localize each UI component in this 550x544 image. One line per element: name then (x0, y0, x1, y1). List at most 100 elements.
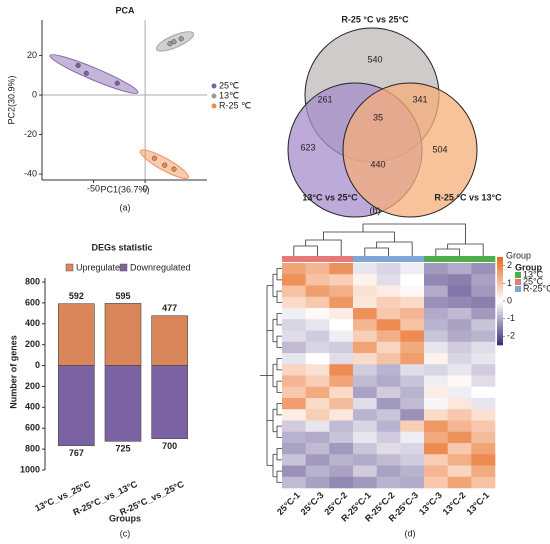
column-label: 25°C-3 (299, 490, 326, 517)
heat-cell (447, 465, 472, 478)
heat-cell (282, 353, 306, 365)
colorbar-step (497, 285, 503, 289)
heat-cell (353, 319, 377, 331)
colorbar-step (497, 307, 503, 311)
legend-title: Group (515, 262, 542, 272)
heat-cell (353, 330, 377, 343)
value-label: 725 (115, 444, 130, 454)
heat-cell (471, 319, 496, 331)
heat-cell (471, 443, 496, 455)
heat-cell (471, 330, 496, 343)
heat-cell (282, 476, 306, 489)
panel-label: (d) (405, 528, 416, 538)
heat-cell (424, 386, 448, 399)
point (75, 62, 81, 68)
heat-cell (400, 443, 425, 455)
legend-swatch (211, 93, 217, 99)
heat-cell (471, 431, 496, 444)
colorbar-step (497, 323, 503, 326)
legend-swatch (211, 103, 217, 109)
colorbar-step (497, 329, 503, 333)
y-tick-label: 200 (25, 381, 40, 391)
heat-cell (424, 476, 448, 489)
colorbar-step (497, 263, 503, 267)
heat-cell (329, 476, 354, 489)
heat-cell (305, 274, 330, 286)
heat-cell (282, 274, 306, 286)
heat-cell (400, 409, 425, 421)
heat-cell (353, 274, 377, 286)
legend-label: 13°C (523, 269, 544, 279)
colorbar-step (497, 296, 503, 300)
value-label: 592 (69, 291, 84, 301)
colorbar-step (497, 316, 503, 319)
colorbar-step (497, 270, 503, 273)
colorbar-step (497, 331, 503, 335)
heat-cell (305, 476, 330, 489)
heat-cell (471, 386, 496, 399)
heat-cell (400, 263, 425, 275)
region-count: 540 (367, 54, 382, 64)
heat-cell (424, 341, 448, 354)
heat-cell (471, 454, 496, 466)
heat-cell (400, 431, 425, 444)
heat-cell (471, 296, 496, 309)
heat-cell (305, 386, 330, 399)
legend-swatch (515, 279, 521, 285)
heat-cell (424, 330, 448, 343)
heat-cell (353, 420, 377, 433)
heat-cell (282, 431, 306, 444)
heat-cell (400, 375, 425, 388)
bar (104, 303, 142, 366)
heat-cell (471, 375, 496, 388)
heat-cell (424, 263, 448, 275)
point (167, 41, 173, 47)
heat-cell (376, 431, 401, 444)
heat-cell (447, 364, 472, 376)
heat-cell (282, 319, 306, 331)
heat-cell (424, 420, 448, 433)
colorbar-step (497, 318, 503, 322)
heat-cell (329, 431, 354, 444)
colorbar-step (497, 259, 503, 262)
group-annotation (376, 256, 401, 262)
heat-cell (424, 375, 448, 388)
heat-cell (376, 263, 401, 275)
annotation-label: Group (506, 250, 531, 260)
heat-cell (305, 409, 330, 421)
heat-cell (424, 285, 448, 298)
heat-cell (471, 341, 496, 354)
y-tick-label: 600 (25, 297, 40, 307)
set-label: 13°C vs 25°C (302, 192, 358, 202)
colorbar-step (497, 325, 503, 328)
colorbar-label: 2 (507, 260, 512, 270)
confidence-ellipse (49, 54, 139, 94)
heat-cell (447, 308, 472, 320)
colorbar-label: -1 (507, 313, 515, 323)
heat-cell (447, 296, 472, 309)
y-axis-label: Number of genes (8, 335, 18, 409)
heat-cell (329, 398, 354, 410)
heat-cell (424, 443, 448, 455)
legend-label: 25℃ (219, 80, 239, 90)
point (162, 162, 168, 168)
heat-cell (305, 454, 330, 466)
heat-cell (329, 319, 354, 331)
heat-cell (329, 409, 354, 421)
group-annotation (424, 256, 448, 262)
bar (151, 315, 188, 366)
heat-cell (447, 263, 472, 275)
colorbar-step (497, 342, 503, 346)
heat-cell (305, 308, 330, 320)
legend-swatch (211, 83, 217, 89)
group-annotation (447, 256, 472, 262)
heat-cell (305, 341, 330, 354)
x-tick-label: -50 (87, 183, 100, 193)
heat-cell (282, 454, 306, 466)
colorbar-step (497, 301, 503, 304)
region-count: 440 (370, 159, 385, 169)
heat-cell (400, 420, 425, 433)
heat-cell (305, 319, 330, 331)
heat-cell (329, 454, 354, 466)
bar (151, 365, 188, 439)
